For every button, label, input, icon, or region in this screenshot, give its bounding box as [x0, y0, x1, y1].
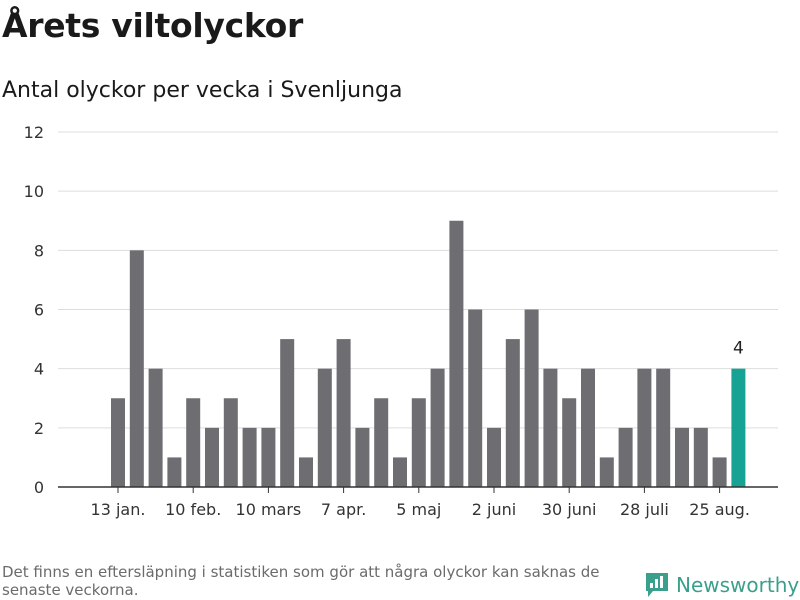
bar-highlight: [731, 368, 746, 487]
chart-subtitle: Antal olyckor per vecka i Svenljunga: [2, 78, 403, 103]
bar: [374, 398, 389, 487]
bar: [449, 220, 464, 487]
data-label-highlight: 4: [733, 339, 744, 359]
bar: [599, 457, 614, 487]
bar: [468, 309, 483, 487]
y-tick-label: 8: [34, 241, 44, 260]
chart-title: Årets viltolyckor: [2, 6, 303, 45]
bar: [317, 368, 332, 487]
x-tick-label: 13 jan.: [91, 500, 146, 519]
bar: [505, 339, 520, 487]
bar: [430, 368, 445, 487]
bar: [148, 368, 163, 487]
x-tick-label: 10 feb.: [165, 500, 221, 519]
bar: [261, 427, 276, 487]
bar: [411, 398, 426, 487]
x-tick-label: 5 maj: [396, 500, 441, 519]
bar: [562, 398, 577, 487]
y-tick-label: 4: [34, 360, 44, 379]
bar: [675, 427, 689, 487]
bar: [618, 427, 633, 487]
y-tick-label: 0: [34, 478, 44, 497]
brand-name: Newsworthy: [676, 573, 800, 597]
bar: [355, 427, 370, 487]
x-tick-label: 30 juni: [542, 500, 597, 519]
bar: [637, 368, 652, 487]
bar: [186, 398, 201, 487]
bar: [205, 427, 219, 487]
bar: [393, 457, 407, 487]
newsworthy-logo[interactable]: Newsworthy: [644, 570, 800, 600]
bar: [543, 368, 558, 487]
bar: [223, 398, 238, 487]
bar: [693, 427, 708, 487]
x-tick-label: 25 aug.: [689, 500, 750, 519]
footnote: Det finns en eftersläpning i statistiken…: [2, 563, 600, 599]
bar: [111, 398, 125, 487]
x-tick-label: 28 juli: [620, 500, 669, 519]
bar: [336, 339, 351, 487]
bar: [524, 309, 539, 487]
bar-chart: 0 2 4 6 8 10 12 13 jan. 10 feb. 10 mars 7 apr. 5 ma…: [24, 123, 778, 519]
y-tick-label: 10: [24, 182, 44, 201]
newsworthy-logo-icon: [646, 573, 668, 597]
y-tick-label: 12: [24, 123, 44, 142]
x-tick-label: 7 apr.: [321, 500, 366, 519]
bar: [280, 339, 295, 487]
bar: [487, 427, 501, 487]
bar: [712, 457, 727, 487]
bar: [656, 368, 671, 487]
bar: [167, 457, 182, 487]
x-tick-label: 2 juni: [472, 500, 516, 519]
y-tick-label: 6: [34, 301, 44, 320]
bar: [242, 427, 257, 487]
x-tick-label: 10 mars: [236, 500, 302, 519]
bar: [299, 457, 313, 487]
y-tick-label: 2: [34, 419, 44, 438]
bar: [129, 250, 144, 487]
bar: [581, 368, 595, 487]
